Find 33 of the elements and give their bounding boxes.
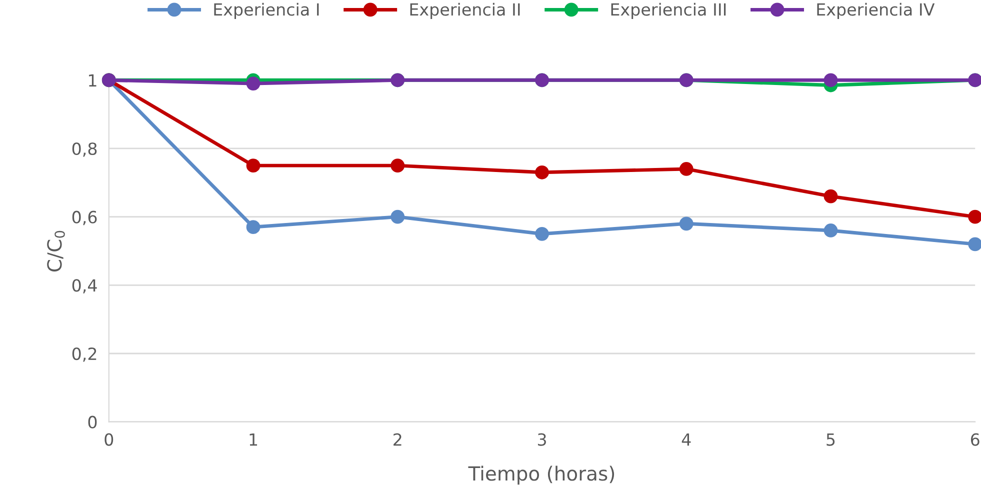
- point: [968, 210, 981, 224]
- legend-label: Experiencia II: [410, 2, 520, 20]
- legend-label: Experiencia III: [611, 2, 726, 20]
- x-tick-label: 5: [826, 433, 835, 446]
- point: [390, 158, 405, 173]
- x-tick-label: 0: [104, 433, 114, 446]
- legend-label: Experiencia I: [214, 2, 319, 20]
- point: [246, 220, 260, 234]
- y-tick-label: 0,4: [72, 279, 97, 294]
- y-tick-label: 0,6: [72, 210, 97, 226]
- x-tick-label: 3: [538, 433, 546, 446]
- point: [968, 237, 981, 252]
- y-axis-title: C/C$_{0}$: [47, 230, 65, 272]
- x-axis-title: Tiempo (horas): [468, 466, 614, 485]
- point: [824, 224, 838, 238]
- point: [679, 216, 694, 231]
- point: [824, 73, 838, 88]
- x-tick-label: 2: [394, 433, 402, 446]
- x-tick-label: 1: [250, 433, 258, 446]
- point: [390, 210, 405, 224]
- point: [679, 162, 694, 176]
- point: [246, 158, 260, 173]
- point: [246, 76, 260, 90]
- y-tick-label: 0,8: [72, 142, 97, 157]
- legend-label: Experiencia IV: [817, 2, 935, 20]
- x-tick-label: 4: [682, 433, 691, 446]
- point: [535, 226, 549, 241]
- y-tick-label: 1: [89, 74, 96, 86]
- y-tick-label: 0,2: [72, 347, 96, 362]
- point: [535, 165, 549, 180]
- x-tick-label: 6: [970, 433, 980, 446]
- point: [824, 189, 838, 204]
- y-tick-label: 0: [88, 416, 97, 428]
